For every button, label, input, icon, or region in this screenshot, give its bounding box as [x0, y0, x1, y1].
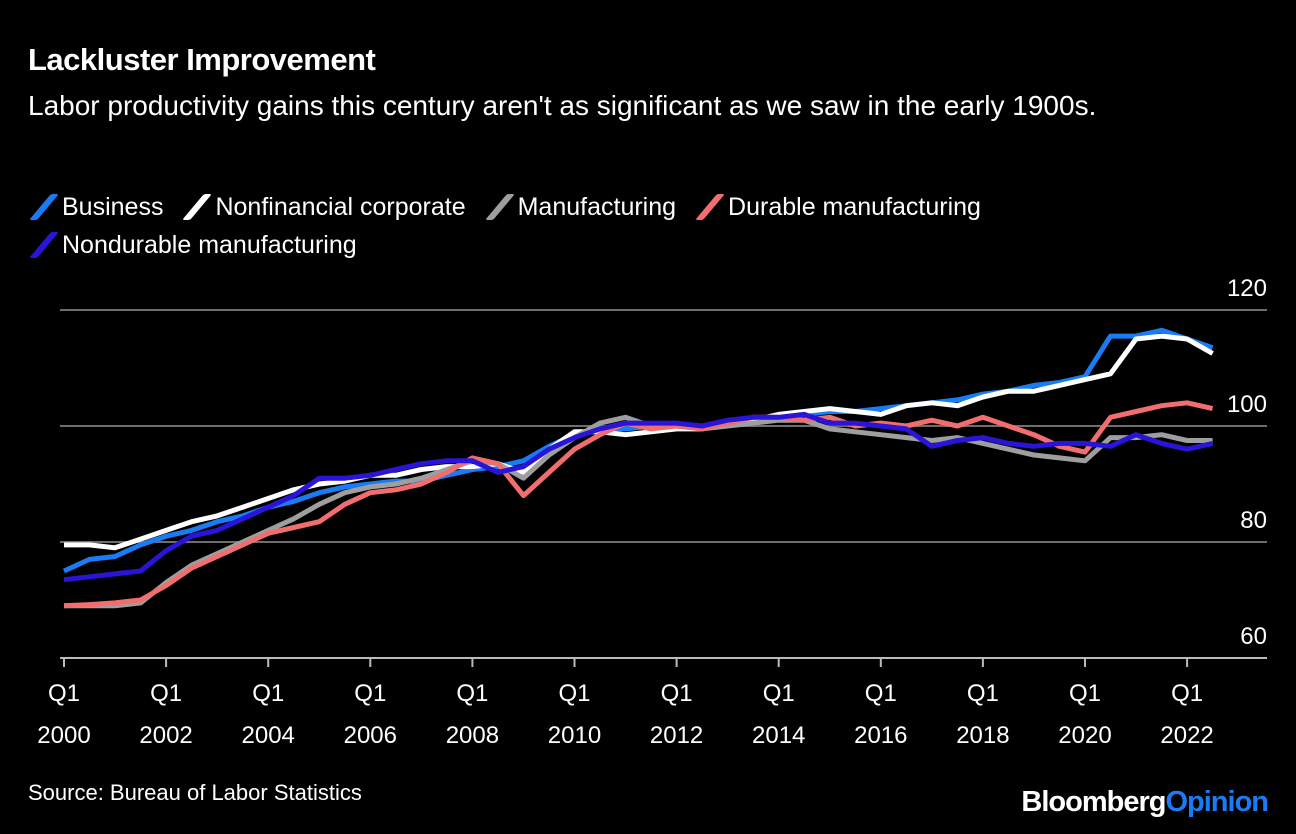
legend-label: Nonfinancial corporate	[215, 193, 466, 221]
x-tick-quarter: Q1	[558, 680, 590, 707]
legend-item: Durable manufacturing	[694, 188, 981, 226]
y-tick-label: 120	[1227, 275, 1267, 302]
series-line-nonfinancial-corporate	[64, 333, 1214, 551]
x-tick-year: 2018	[956, 722, 1009, 749]
logo-brand: Bloomberg	[1021, 786, 1166, 818]
x-tick-quarter: Q1	[354, 680, 386, 707]
x-tick-quarter: Q1	[252, 680, 284, 707]
legend-item: Business	[28, 188, 163, 226]
y-tick-label: 80	[1240, 507, 1267, 534]
x-tick-year: 2012	[650, 722, 703, 749]
x-tick-quarter: Q1	[48, 680, 80, 707]
x-tick-quarter: Q1	[967, 680, 999, 707]
bloomberg-opinion-logo: BloombergOpinion	[1021, 786, 1269, 819]
x-tick-quarter: Q1	[1069, 680, 1101, 707]
x-tick-year: 2020	[1058, 722, 1111, 749]
x-tick-quarter: Q1	[150, 680, 182, 707]
y-tick-label: 60	[1240, 623, 1267, 650]
x-tick-year: 2000	[37, 722, 90, 749]
x-tick-year: 2022	[1160, 722, 1213, 749]
y-tick-label: 100	[1227, 391, 1267, 418]
chart-subtitle: Labor productivity gains this century ar…	[28, 90, 1097, 121]
x-tick-year: 2008	[446, 722, 499, 749]
x-tick-year: 2010	[548, 722, 601, 749]
x-tick-quarter: Q1	[456, 680, 488, 707]
x-tick-year: 2004	[242, 722, 295, 749]
chart-title: Lackluster Improvement	[28, 42, 376, 77]
series-line-business	[62, 327, 1214, 574]
x-tick-quarter: Q1	[1171, 680, 1203, 707]
legend: Business Nonfinancial corporate Manufactur…	[28, 188, 1258, 264]
x-tick-year: 2014	[752, 722, 805, 749]
source-note: Source: Bureau of Labor Statistics	[28, 780, 362, 805]
x-tick-quarter: Q1	[661, 680, 693, 707]
logo-section: Opinion	[1165, 786, 1269, 818]
x-tick-year: 2002	[139, 722, 192, 749]
legend-item: Nondurable manufacturing	[28, 226, 357, 264]
legend-item: Manufacturing	[484, 188, 676, 226]
legend-label: Durable manufacturing	[728, 193, 981, 221]
series-line-nondurable-manufacturing	[63, 411, 1214, 583]
x-tick-year: 2016	[854, 722, 907, 749]
x-tick-quarter: Q1	[865, 680, 897, 707]
legend-item: Nonfinancial corporate	[181, 188, 466, 226]
series-line-durable-manufacturing	[63, 400, 1214, 609]
x-tick-year: 2006	[344, 722, 397, 749]
x-tick-quarter: Q1	[763, 680, 795, 707]
legend-label: Business	[62, 193, 164, 221]
legend-label: Nondurable manufacturing	[62, 231, 357, 259]
legend-label: Manufacturing	[517, 193, 677, 221]
